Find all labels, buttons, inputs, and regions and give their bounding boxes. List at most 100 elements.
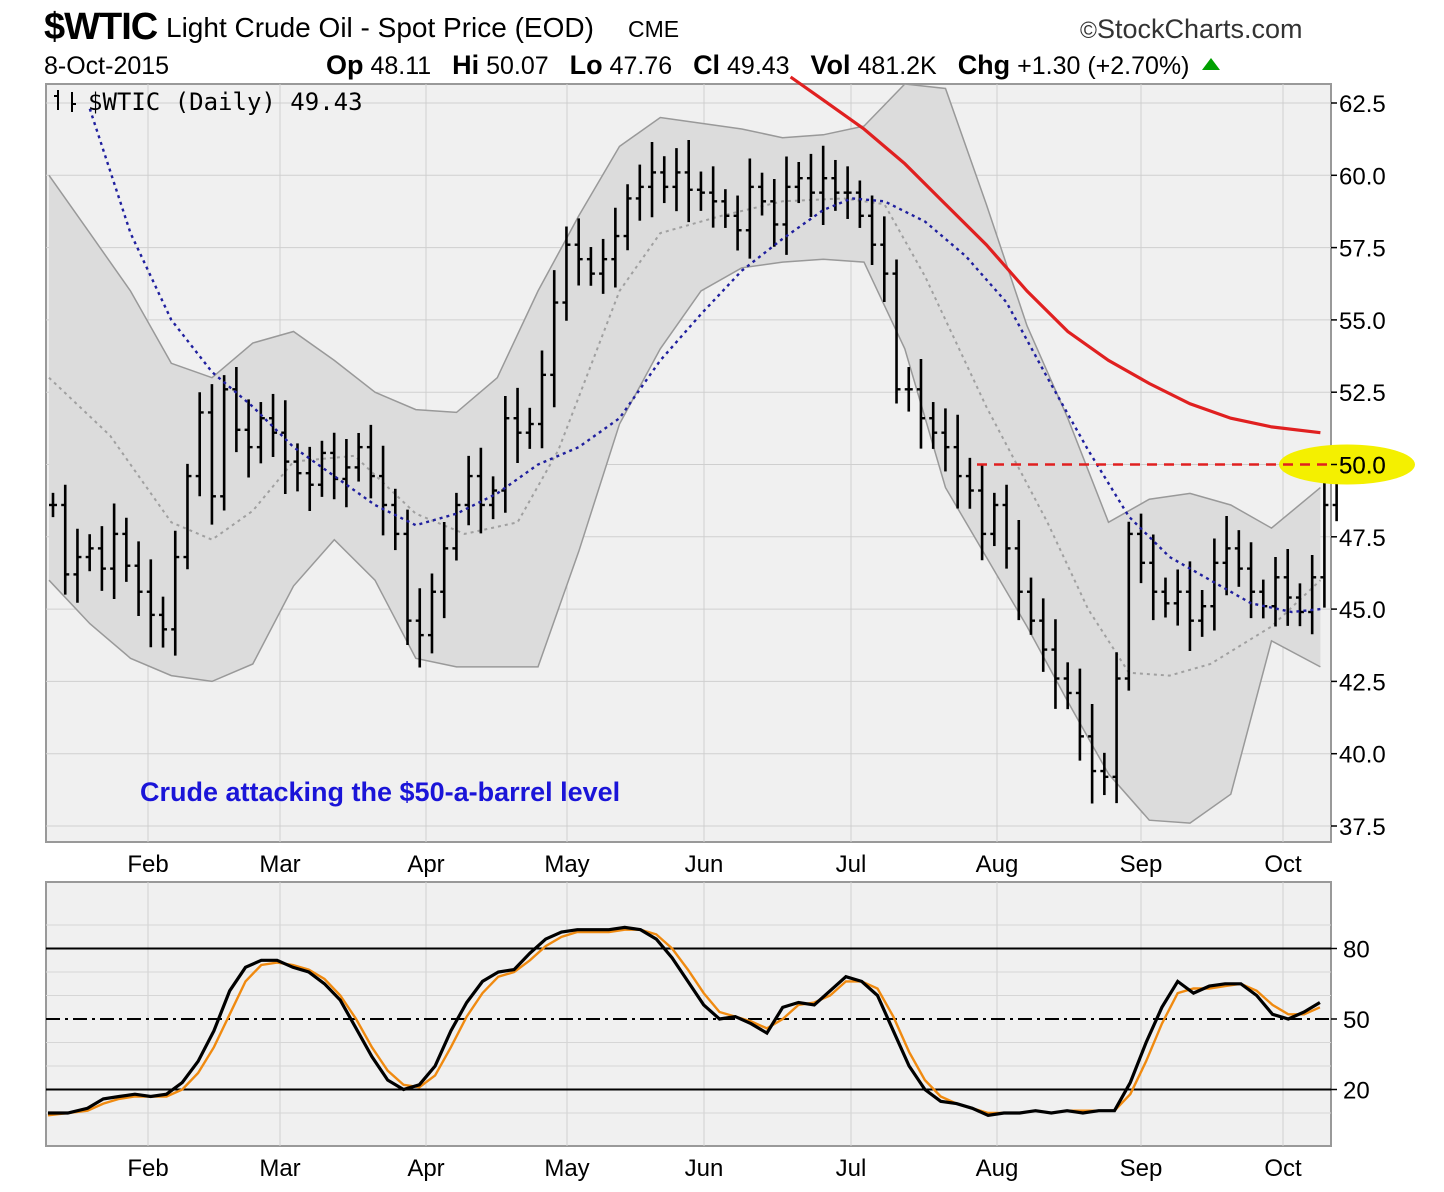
ohlc-bar: [1051, 619, 1060, 709]
stat-open: Op 48.11: [326, 50, 432, 80]
ohlc-bar: [721, 189, 730, 228]
series-legend: $WTIC (Daily) 49.43: [88, 88, 363, 116]
ohlc-bar: [733, 195, 742, 251]
ohlc-legend-icon: [54, 90, 76, 112]
ohlc-bar: [464, 455, 473, 526]
price-axis-label: 55.0: [1339, 308, 1386, 335]
ohlc-bar: [183, 463, 192, 570]
ohlc-bar: [476, 447, 485, 534]
ohlc-bar: [672, 148, 681, 212]
ohlc-bar: [758, 172, 767, 216]
osc-month-label-apr: Apr: [407, 1155, 444, 1182]
month-label-apr: Apr: [407, 851, 444, 878]
brand-logo[interactable]: ©StockCharts.com: [1080, 14, 1303, 45]
ohlc-bar: [794, 161, 803, 204]
ohlc-bar: [904, 367, 913, 412]
stat-high: Hi 50.07: [452, 50, 549, 80]
ohlc-bar: [415, 588, 424, 668]
month-label-aug: Aug: [976, 851, 1019, 878]
copyright-icon: ©: [1080, 17, 1097, 43]
ohlc-bar: [1234, 530, 1243, 587]
ohlc-bar: [1112, 652, 1121, 804]
price-axis-label: 52.5: [1339, 380, 1386, 407]
ohlc-bar: [1222, 515, 1231, 596]
ohlc-bar: [782, 156, 791, 255]
chart-annotation: Crude attacking the $50-a-barrel level: [140, 777, 620, 807]
level-highlight: [1279, 444, 1415, 485]
stat-low: Lo 47.76: [569, 50, 673, 80]
price-axis-label: 42.5: [1339, 669, 1386, 696]
ohlc-bar: [305, 446, 314, 512]
ohlc-bar: [1271, 557, 1280, 627]
stochastic-k-line: [48, 925, 1321, 1117]
ohlc-bar: [990, 492, 999, 547]
ohlc-bar: [195, 392, 204, 497]
quote-date: 8-Oct-2015: [44, 52, 170, 80]
ohlc-bar: [1014, 520, 1023, 621]
ohlc-bar: [293, 443, 302, 492]
ohlc-bar: [171, 530, 180, 656]
ohlc-bar: [1173, 569, 1182, 626]
ohlc-bar: [806, 153, 815, 217]
ohlc-bar: [440, 522, 449, 619]
ohlc-bar: [1161, 577, 1170, 618]
ohlc-bar: [379, 445, 388, 536]
ohlc-bar: [1198, 590, 1207, 637]
ohlc-bar: [819, 145, 828, 226]
ohlc-bar: [61, 484, 70, 595]
ohlc-bar: [855, 180, 864, 228]
price-axis-label: 60.0: [1339, 163, 1386, 190]
ohlc-bar: [562, 226, 571, 321]
ohlc-bar: [635, 164, 644, 221]
ohlc-bar: [1283, 548, 1292, 626]
ohlc-bar: [696, 171, 705, 211]
ohlc-bar: [929, 402, 938, 449]
ohlc-bar: [892, 259, 901, 404]
ohlc-bar: [342, 439, 351, 508]
ohlc-bar: [574, 218, 583, 286]
ohlc-bar: [354, 432, 363, 482]
price-axis-label: 45.0: [1339, 597, 1386, 624]
stat-volume: Vol 481.2K: [810, 50, 937, 80]
ohlc-bar: [843, 166, 852, 219]
ohlc-bar: [366, 424, 375, 499]
price-axis-label: 37.5: [1339, 814, 1386, 841]
oscillator-plot-area: [45, 881, 1332, 1147]
month-label-may: May: [544, 851, 589, 878]
ohlc-bar: [122, 517, 131, 582]
ohlc-bar: [965, 457, 974, 509]
ohlc-bar: [97, 526, 106, 591]
ohlc-bar: [953, 414, 962, 509]
ohlc-bar: [403, 509, 412, 645]
ohlc-bar: [281, 400, 290, 494]
ohlc-bar: [831, 159, 840, 211]
ohlc-bar: [1100, 752, 1109, 796]
ohlc-bar: [648, 142, 657, 218]
ohlc-bar: [1088, 703, 1097, 804]
osc-month-label-feb: Feb: [127, 1155, 168, 1182]
ohlc-bar: [73, 528, 82, 603]
price-axis-label: 62.5: [1339, 91, 1386, 118]
ohlc-bar: [684, 140, 693, 223]
ohlc-bar: [770, 179, 779, 247]
month-label-sep: Sep: [1120, 851, 1163, 878]
ohlc-bar: [623, 184, 632, 251]
change-up-icon: [1202, 58, 1221, 70]
price-axis-label: 50.0: [1339, 453, 1386, 480]
ohlc-bar: [489, 476, 498, 520]
ohlc-bar: [1039, 598, 1048, 672]
ohlc-bar: [586, 247, 595, 286]
ohlc-bar: [1149, 534, 1158, 621]
stat-change: Chg +1.30 (+2.70%): [957, 50, 1190, 80]
price-axis-label: 47.5: [1339, 525, 1386, 552]
ohlc-bar: [1185, 561, 1194, 652]
symbol-title: $WTIC: [44, 6, 158, 48]
oscillator-panel: 20 50 80 Feb Mar Apr May Jun Jul Aug Sep Oct: [45, 881, 1370, 1182]
month-label-oct: Oct: [1264, 851, 1302, 878]
chart-header: $WTIC Light Crude Oil - Spot Price (EOD)…: [0, 0, 1444, 84]
moving-average-200: [789, 75, 1321, 435]
ohlc-bar: [513, 387, 522, 464]
ohlc-bar: [1124, 521, 1133, 691]
ohlc-bar: [978, 464, 987, 561]
